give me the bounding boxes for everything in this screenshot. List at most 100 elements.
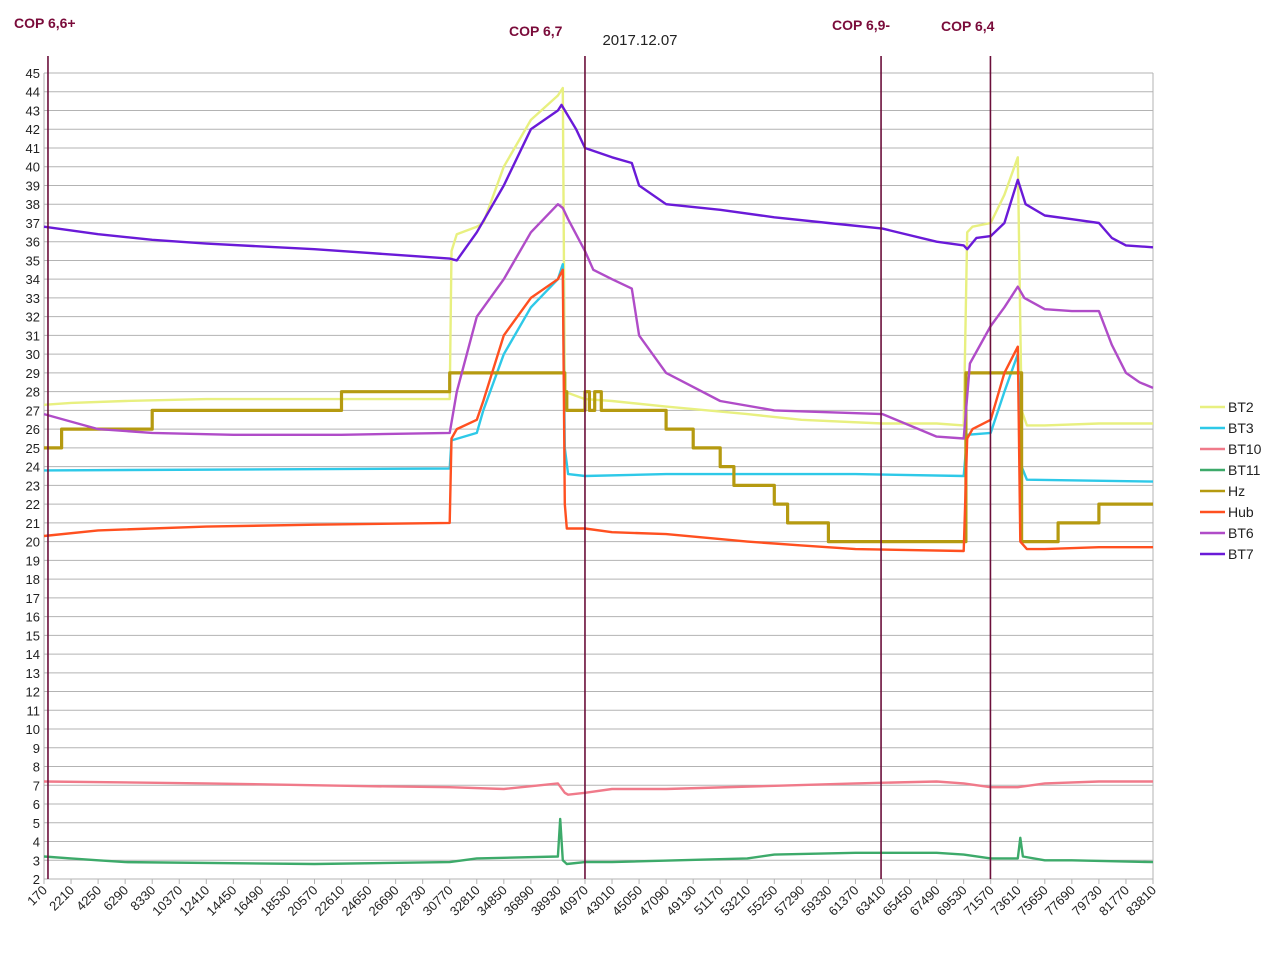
y-tick-label: 41 bbox=[26, 141, 40, 156]
y-tick-label: 32 bbox=[26, 310, 40, 325]
y-tick-label: 37 bbox=[26, 216, 40, 231]
x-tick-label: 69530 bbox=[934, 883, 970, 919]
y-tick-label: 39 bbox=[26, 178, 40, 193]
x-tick-label: 49130 bbox=[663, 883, 699, 919]
x-tick-label: 22610 bbox=[311, 883, 347, 919]
y-tick-label: 30 bbox=[26, 347, 40, 362]
x-tick-label: 61370 bbox=[825, 883, 861, 919]
series-line-bt7 bbox=[43, 103, 1154, 262]
legend-label: BT7 bbox=[1228, 546, 1254, 562]
y-tick-label: 18 bbox=[26, 572, 40, 587]
x-tick-label: 18530 bbox=[257, 883, 293, 919]
x-tick-label: 55250 bbox=[744, 883, 780, 919]
cop-marker-label: COP 6,9- bbox=[832, 17, 890, 33]
y-tick-label: 40 bbox=[26, 160, 40, 175]
legend: BT2 BT3 BT10 BT11 Hz Hub BT6 BT7 bbox=[1200, 399, 1262, 562]
x-tick-label: 32810 bbox=[447, 883, 483, 919]
y-tick-label: 38 bbox=[26, 197, 40, 212]
legend-label: Hub bbox=[1228, 504, 1254, 520]
y-tick-label: 19 bbox=[26, 553, 40, 568]
x-tick-label: 81770 bbox=[1096, 883, 1132, 919]
legend-label: BT2 bbox=[1228, 399, 1254, 415]
y-tick-label: 14 bbox=[26, 647, 40, 662]
y-tick-label: 7 bbox=[33, 778, 40, 793]
y-tick-label: 25 bbox=[26, 441, 40, 456]
y-tick-label: 42 bbox=[26, 122, 40, 137]
y-tick-label: 26 bbox=[26, 422, 40, 437]
y-tick-label: 5 bbox=[33, 816, 40, 831]
legend-label: BT10 bbox=[1228, 441, 1262, 457]
x-tick-label: 59330 bbox=[798, 883, 834, 919]
y-tick-label: 43 bbox=[26, 103, 40, 118]
y-tick-label: 3 bbox=[33, 853, 40, 868]
cop-marker-label: COP 6,6+ bbox=[14, 15, 76, 31]
x-tick-label: 30770 bbox=[420, 883, 456, 919]
x-tick-label: 24650 bbox=[339, 883, 375, 919]
y-tick-label: 35 bbox=[26, 253, 40, 268]
legend-label: BT3 bbox=[1228, 420, 1254, 436]
x-tick-label: 20570 bbox=[284, 883, 320, 919]
x-tick-label: 4250 bbox=[73, 883, 104, 914]
x-tick-label: 170 bbox=[24, 883, 50, 909]
x-tick-label: 16490 bbox=[230, 883, 266, 919]
y-tick-label: 23 bbox=[26, 478, 40, 493]
x-tick-label: 53210 bbox=[717, 883, 753, 919]
x-tick-label: 34850 bbox=[474, 883, 510, 919]
x-tick-label: 79730 bbox=[1069, 883, 1105, 919]
series-line-bt2 bbox=[43, 86, 1153, 427]
x-tick-label: 36890 bbox=[501, 883, 537, 919]
y-tick-label: 34 bbox=[26, 272, 40, 287]
x-tick-label: 63410 bbox=[852, 883, 888, 919]
x-tick-label: 12410 bbox=[176, 883, 212, 919]
y-tick-label: 27 bbox=[26, 403, 40, 418]
x-tick-label: 45050 bbox=[609, 883, 645, 919]
y-tick-label: 11 bbox=[27, 703, 41, 718]
x-tick-label: 71570 bbox=[961, 883, 997, 919]
cop-marker-label: COP 6,4 bbox=[941, 18, 995, 34]
x-tick-label: 67490 bbox=[907, 883, 943, 919]
y-tick-label: 16 bbox=[26, 610, 40, 625]
y-tick-label: 36 bbox=[26, 235, 40, 250]
x-tick-label: 38930 bbox=[528, 883, 564, 919]
y-tick-label: 28 bbox=[26, 385, 40, 400]
x-tick-label: 77690 bbox=[1042, 883, 1078, 919]
series-line-bt10 bbox=[43, 780, 1153, 796]
y-tick-label: 6 bbox=[33, 797, 40, 812]
y-tick-label: 33 bbox=[26, 291, 40, 306]
x-tick-label: 28730 bbox=[393, 883, 429, 919]
y-tick-label: 2 bbox=[33, 872, 40, 887]
x-tick-label: 73610 bbox=[988, 883, 1024, 919]
x-tick-label: 26690 bbox=[366, 883, 402, 919]
y-tick-label: 4 bbox=[33, 835, 40, 850]
y-tick-label: 15 bbox=[26, 628, 40, 643]
series-lines bbox=[43, 86, 1154, 866]
y-tick-label: 10 bbox=[26, 722, 40, 737]
x-tick-label: 10370 bbox=[149, 883, 185, 919]
x-tick-label: 47090 bbox=[636, 883, 672, 919]
gridlines bbox=[44, 72, 1153, 880]
y-tick-label: 13 bbox=[26, 666, 40, 681]
series-line-bt6 bbox=[43, 202, 1154, 440]
x-tick-label: 57290 bbox=[771, 883, 807, 919]
chart-title: 2017.12.07 bbox=[602, 32, 677, 49]
legend-label: Hz bbox=[1228, 483, 1245, 499]
x-tick-label: 75650 bbox=[1015, 883, 1051, 919]
x-tick-label: 40970 bbox=[555, 883, 591, 919]
y-tick-label: 9 bbox=[33, 741, 40, 756]
x-tick-label: 14450 bbox=[203, 883, 239, 919]
x-tick-label: 65450 bbox=[880, 883, 916, 919]
x-tick-label: 6290 bbox=[100, 883, 131, 914]
x-tick-label: 2210 bbox=[46, 883, 77, 914]
legend-label: BT11 bbox=[1228, 462, 1261, 478]
y-tick-label: 29 bbox=[26, 366, 40, 381]
y-tick-label: 22 bbox=[26, 497, 40, 512]
cop-marker-label: COP 6,7 bbox=[509, 23, 563, 39]
series-line-hub bbox=[43, 268, 1153, 553]
y-tick-label: 45 bbox=[26, 66, 40, 81]
x-tick-label: 83810 bbox=[1123, 883, 1159, 919]
y-tick-label: 24 bbox=[26, 460, 40, 475]
y-tick-label: 12 bbox=[26, 685, 40, 700]
y-tick-label: 44 bbox=[26, 85, 40, 100]
y-tick-label: 31 bbox=[26, 328, 40, 343]
